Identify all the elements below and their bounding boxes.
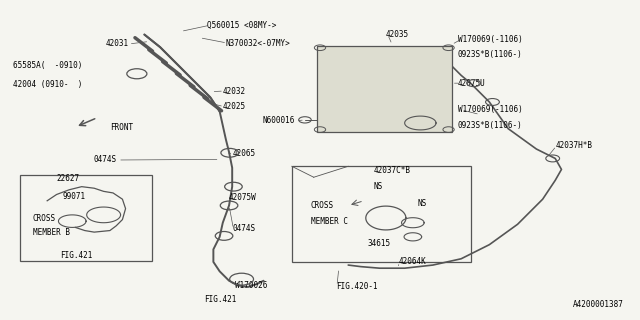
Text: MEMBER B: MEMBER B — [33, 228, 70, 237]
Text: N600016: N600016 — [262, 116, 295, 125]
Text: 42025: 42025 — [223, 102, 246, 111]
Text: FIG.421: FIG.421 — [204, 295, 236, 304]
Text: NS: NS — [373, 182, 383, 191]
Text: 34615: 34615 — [367, 239, 390, 248]
Text: 42031: 42031 — [106, 39, 129, 48]
Text: 0474S: 0474S — [93, 156, 116, 164]
Text: A4200001387: A4200001387 — [573, 300, 624, 309]
Text: 42075W: 42075W — [229, 193, 257, 202]
Text: 42004 (0910-  ): 42004 (0910- ) — [13, 80, 82, 89]
Text: 42064K: 42064K — [398, 257, 426, 267]
Text: FRONT: FRONT — [110, 123, 133, 132]
Text: 42032: 42032 — [223, 86, 246, 95]
Bar — [20, 175, 152, 261]
Text: 22627: 22627 — [56, 174, 80, 183]
Text: 42035: 42035 — [386, 30, 409, 39]
Text: W170026: W170026 — [236, 281, 268, 290]
Text: 65585A(  -0910): 65585A( -0910) — [13, 61, 82, 70]
Text: 42037H*B: 42037H*B — [556, 141, 592, 150]
Text: W170069(-1106): W170069(-1106) — [458, 105, 523, 114]
Text: 42037C*B: 42037C*B — [373, 166, 410, 175]
Text: N370032<-07MY>: N370032<-07MY> — [226, 39, 291, 48]
Bar — [317, 45, 452, 132]
Text: 42065: 42065 — [232, 149, 255, 158]
Text: 0474S: 0474S — [232, 225, 255, 234]
Text: MEMBER C: MEMBER C — [310, 217, 348, 226]
Text: Q560015 <08MY->: Q560015 <08MY-> — [207, 21, 276, 30]
Bar — [292, 166, 470, 262]
Text: NS: NS — [417, 199, 426, 208]
Text: 0923S*B(1106-): 0923S*B(1106-) — [458, 121, 523, 130]
Text: 99071: 99071 — [63, 192, 86, 201]
Text: W170069(-1106): W170069(-1106) — [458, 35, 523, 44]
Text: 0923S*B(1106-): 0923S*B(1106-) — [458, 51, 523, 60]
Text: CROSS: CROSS — [33, 213, 56, 222]
Text: CROSS: CROSS — [310, 201, 333, 210]
Text: FIG.420-1: FIG.420-1 — [336, 282, 378, 291]
Text: 42075U: 42075U — [458, 79, 486, 88]
Text: FIG.421: FIG.421 — [60, 251, 92, 260]
